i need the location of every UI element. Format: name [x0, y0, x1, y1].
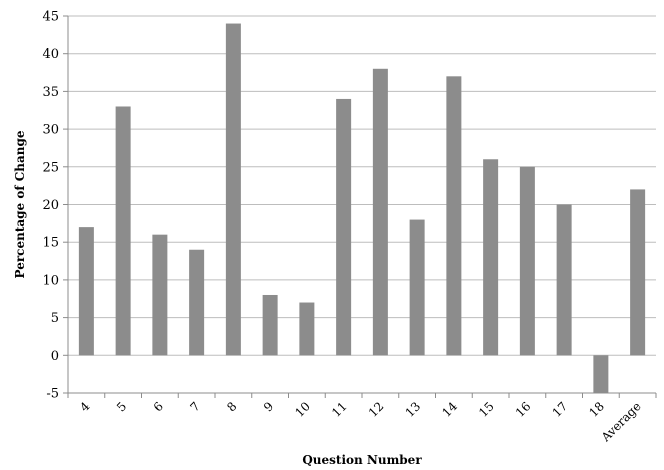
y-tick-label: 35 [42, 85, 59, 100]
x-tick-label: 13 [403, 399, 424, 420]
bar-17 [556, 204, 572, 356]
bar-11 [336, 98, 352, 356]
x-tick-label: 5 [114, 399, 129, 414]
x-tick-label: 18 [586, 399, 607, 420]
bar-9 [262, 294, 278, 356]
y-tick-label: 5 [51, 311, 59, 326]
bar-13 [409, 219, 425, 356]
y-tick-label: 45 [42, 10, 59, 25]
bars [78, 23, 646, 393]
y-tick-labels: -5 0 5 10 15 20 25 30 35 40 45 [42, 10, 59, 402]
x-axis-title: Question Number [302, 453, 422, 467]
x-tick-label: 14 [439, 399, 460, 420]
x-tick-label: 16 [513, 399, 534, 420]
axes [63, 15, 657, 398]
bar-average [630, 189, 646, 356]
bar-12 [372, 68, 388, 356]
y-tick-label: 15 [42, 236, 59, 251]
bar-15 [483, 159, 499, 356]
x-tick-label: Average [598, 399, 644, 445]
x-tick-label: 9 [261, 399, 276, 414]
bar-18 [593, 355, 609, 393]
y-tick-label: 10 [42, 273, 59, 288]
y-tick-label: 0 [51, 349, 59, 364]
x-tick-label: 7 [187, 399, 202, 414]
bar-14 [446, 76, 462, 356]
bar-4 [78, 227, 94, 356]
bar-5 [115, 106, 131, 356]
x-tick-label: 8 [224, 399, 239, 414]
bar-10 [299, 302, 315, 356]
x-tick-label: 11 [329, 399, 350, 420]
x-tick-label: 4 [77, 399, 93, 415]
bar-6 [152, 234, 168, 356]
bar-16 [519, 166, 535, 356]
x-tick-label: 17 [550, 399, 571, 420]
y-tick-label: 30 [42, 123, 59, 138]
y-tick-label: 40 [42, 47, 59, 62]
x-tick-label: 6 [151, 399, 166, 414]
bar-7 [189, 249, 205, 356]
x-tick-label: 15 [476, 399, 497, 420]
x-tick-label: 10 [292, 399, 313, 420]
y-tick-label: 20 [42, 198, 59, 213]
y-tick-label: 25 [42, 160, 59, 175]
y-tick-label: -5 [46, 387, 59, 402]
x-tick-label: 12 [366, 399, 387, 420]
y-axis-title: Percentage of Change [13, 130, 27, 278]
bar-8 [225, 23, 241, 356]
